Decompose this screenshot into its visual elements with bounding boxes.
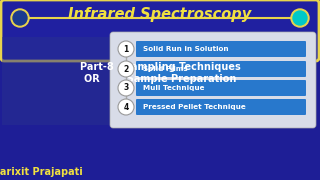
FancyBboxPatch shape [136, 99, 306, 115]
Text: 3: 3 [124, 84, 129, 93]
Text: Parixit Prajapati: Parixit Prajapati [0, 167, 83, 177]
Text: OR        Sample Preparation: OR Sample Preparation [84, 74, 236, 84]
Text: 4: 4 [124, 102, 129, 111]
FancyBboxPatch shape [1, 0, 319, 61]
Circle shape [118, 99, 134, 115]
Circle shape [293, 11, 307, 25]
Text: Solid Films: Solid Films [143, 66, 188, 72]
Text: Mull Technique: Mull Technique [143, 85, 204, 91]
Text: Infrared Spectroscopy: Infrared Spectroscopy [68, 8, 252, 22]
Text: 1: 1 [124, 44, 129, 53]
Text: 2: 2 [124, 64, 129, 73]
Text: Part-8   Sampling Techniques: Part-8 Sampling Techniques [80, 62, 240, 72]
FancyBboxPatch shape [110, 32, 316, 128]
Circle shape [11, 9, 29, 27]
Circle shape [118, 41, 134, 57]
Circle shape [118, 80, 134, 96]
Circle shape [118, 61, 134, 77]
FancyBboxPatch shape [2, 37, 110, 125]
Circle shape [291, 9, 309, 27]
Text: Solid Run in Solution: Solid Run in Solution [143, 46, 228, 52]
FancyBboxPatch shape [136, 61, 306, 77]
FancyBboxPatch shape [136, 41, 306, 57]
Circle shape [13, 11, 27, 25]
Text: Pressed Pellet Technique: Pressed Pellet Technique [143, 104, 246, 110]
FancyBboxPatch shape [136, 80, 306, 96]
